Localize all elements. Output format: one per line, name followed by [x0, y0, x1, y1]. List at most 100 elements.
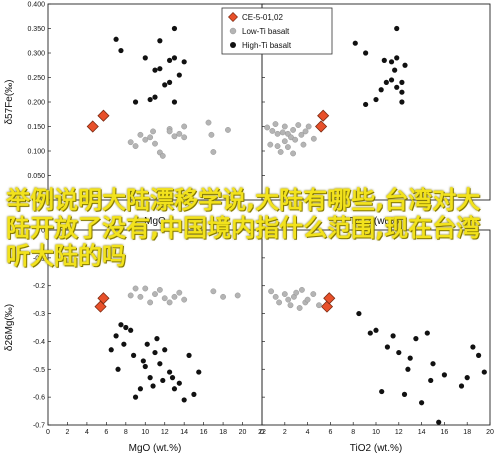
low-ti-point	[210, 288, 217, 295]
y-axis-label: δ57Fe(‰)	[4, 79, 15, 124]
high-ti-point	[407, 355, 413, 361]
legend-marker	[229, 27, 237, 35]
x-tick-label: 22	[258, 429, 266, 436]
high-ti-point	[171, 55, 178, 61]
high-ti-point	[378, 87, 384, 93]
x-tick-label: 14	[180, 429, 188, 436]
ce5-point	[320, 300, 334, 313]
x-tick-label: 16	[441, 429, 449, 436]
high-ti-point	[162, 347, 168, 353]
high-ti-point	[363, 101, 369, 108]
legend-label: Low-Ti basalt	[242, 27, 290, 36]
high-ti-point	[399, 89, 405, 95]
high-ti-point	[379, 388, 385, 395]
legend-marker-ce5	[228, 12, 238, 22]
high-ti-point	[428, 377, 434, 384]
low-ti-point	[300, 141, 307, 148]
legend-marker	[230, 42, 236, 48]
panel-top-right: TiO2 (wt.%)	[261, 3, 491, 227]
y-tick-label: -0.2	[33, 283, 45, 290]
plot-frame	[47, 229, 263, 426]
y-tick-label: 0.050	[27, 173, 45, 180]
high-ti-point	[394, 55, 400, 61]
low-ti-point	[287, 302, 294, 309]
x-tick-label: 12	[161, 429, 169, 436]
high-ti-point	[390, 333, 396, 339]
low-ti-point	[147, 134, 154, 141]
low-ti-point	[210, 149, 217, 155]
x-tick-label: 14	[418, 429, 426, 436]
low-ti-point	[171, 133, 178, 140]
low-ti-point	[156, 286, 163, 293]
x-tick-label: 4	[306, 429, 310, 436]
low-ti-point	[220, 293, 226, 300]
low-ti-point	[171, 293, 178, 300]
low-ti-point	[298, 131, 305, 138]
x-tick-label: 18	[219, 429, 227, 436]
low-ti-point	[147, 299, 154, 306]
high-ti-point	[392, 67, 398, 73]
high-ti-point	[394, 25, 400, 32]
x-tick-label: 6	[104, 429, 108, 436]
high-ti-point	[186, 352, 192, 358]
high-ti-point	[458, 383, 465, 389]
low-ti-point	[152, 140, 158, 147]
x-tick-label: 0	[46, 429, 50, 436]
panel-bottom-right: 0 2 4 6 8 10 12 14 16 18 20 TiO2 (wt.%)	[260, 229, 494, 454]
x-tick-label: 6	[328, 429, 332, 436]
high-ti-point	[436, 419, 442, 425]
y-tick-label: 0.350	[27, 26, 45, 33]
high-ti-point	[405, 366, 411, 372]
high-ti-point	[113, 36, 119, 42]
low-ti-point	[272, 293, 279, 300]
low-ti-point	[285, 144, 291, 150]
high-ti-point	[142, 55, 148, 61]
x-tick-label: 18	[463, 429, 471, 436]
high-ti-point	[383, 79, 389, 85]
y-tick-label: 0.200	[27, 100, 45, 107]
high-ti-point	[388, 59, 395, 65]
high-ti-point	[171, 99, 178, 105]
ce5-point	[86, 120, 99, 133]
low-ti-point	[234, 292, 241, 299]
high-ti-point	[162, 82, 168, 88]
high-ti-point	[176, 72, 182, 78]
low-ti-point	[176, 289, 183, 296]
low-ti-point	[310, 135, 317, 142]
low-ti-point	[142, 136, 149, 143]
high-ti-point	[166, 79, 173, 85]
low-ti-point	[132, 143, 139, 150]
low-ti-point	[272, 121, 279, 127]
low-ti-point	[285, 296, 292, 303]
high-ti-point	[131, 352, 137, 358]
high-ti-point	[367, 330, 373, 336]
high-ti-point	[121, 341, 127, 347]
high-ti-point	[152, 349, 158, 356]
x-tick-label: 0	[260, 429, 264, 436]
high-ti-point	[171, 386, 178, 392]
high-ti-point	[363, 50, 369, 56]
y-tick-label: -0.7	[33, 423, 45, 430]
high-ti-point	[166, 369, 173, 375]
high-ti-point	[152, 67, 158, 73]
y-tick-label: -0.5	[33, 367, 45, 374]
high-ti-point	[113, 333, 119, 339]
x-tick-label: 8	[351, 429, 355, 436]
low-ti-point	[277, 149, 284, 155]
legend-label: High-Ti basalt	[242, 41, 292, 50]
high-ti-point	[419, 400, 425, 406]
high-ti-point	[132, 99, 139, 105]
low-ti-point	[276, 299, 282, 306]
panel-top-left: 0 0.050 0.100 0.150 0.200 0.250 0.300 0.350 0.40…	[4, 2, 263, 227]
low-ti-point	[293, 289, 300, 296]
low-ti-point	[127, 292, 134, 299]
low-ti-point	[150, 128, 156, 135]
low-ti-point	[302, 128, 309, 135]
x-axis-label: MgO (wt.%)	[129, 443, 182, 454]
low-ti-point	[295, 122, 302, 128]
ce5-point	[323, 292, 336, 305]
high-ti-point	[401, 391, 408, 397]
high-ti-point	[157, 66, 163, 72]
plot-frame	[261, 229, 491, 426]
